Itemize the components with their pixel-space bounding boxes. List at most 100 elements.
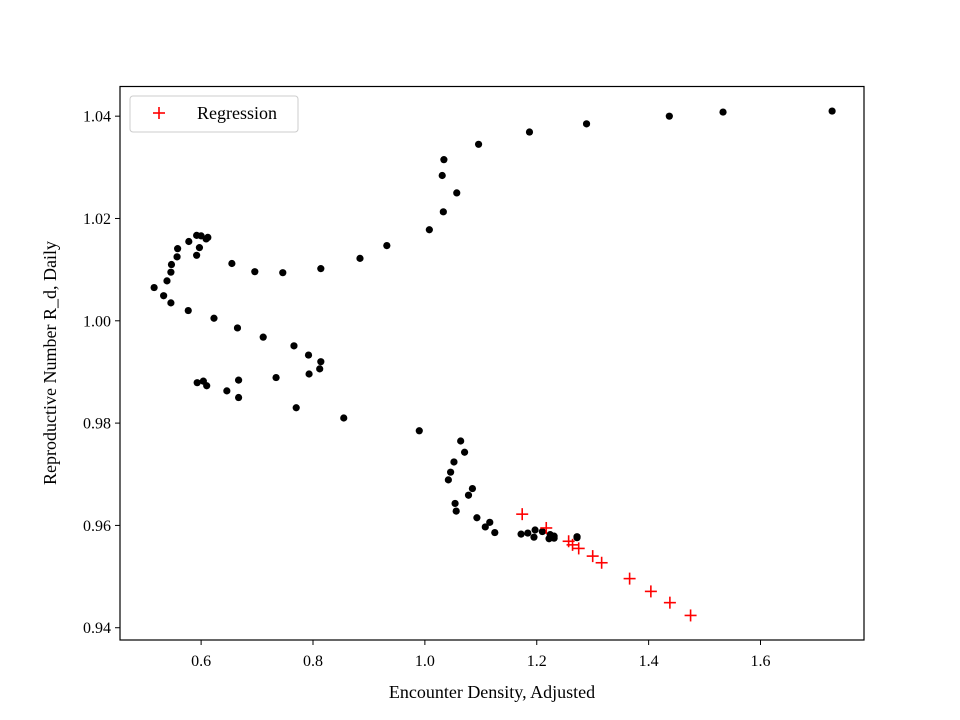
data-point (486, 518, 494, 526)
data-point (279, 269, 287, 277)
x-tick-label: 0.6 (191, 653, 211, 670)
data-point (524, 529, 532, 537)
plot-frame (119, 85, 865, 641)
x-tick-label: 1.2 (527, 653, 547, 670)
legend-marker-regression (153, 107, 165, 119)
data-point (317, 265, 325, 273)
regression-point (540, 521, 553, 534)
regression-point (566, 538, 579, 551)
data-point (290, 342, 298, 350)
data-point (228, 259, 236, 268)
y-tick-label: 0.98 (83, 416, 111, 433)
y-tick-label: 1.04 (83, 109, 111, 126)
regression-point (684, 609, 697, 622)
data-point (234, 376, 243, 384)
data-point (665, 112, 673, 120)
data-point (474, 140, 483, 148)
data-point (464, 491, 473, 499)
data-point (340, 414, 348, 422)
data-point (573, 533, 581, 541)
x-axis-label: Encounter Density, Adjusted (389, 682, 595, 702)
data-point (452, 507, 460, 515)
data-point (460, 448, 469, 456)
data-point (719, 108, 727, 116)
legend: Regression (129, 95, 299, 133)
x-tick-label: 0.8 (303, 653, 323, 670)
data-point (481, 523, 489, 531)
data-point (425, 226, 433, 234)
data-point (447, 468, 455, 476)
x-tick-label: 1.6 (751, 653, 771, 670)
data-point (450, 458, 458, 466)
data-point (438, 171, 446, 180)
data-point (203, 382, 211, 390)
legend-plus-marker (153, 107, 165, 119)
data-point (251, 268, 259, 276)
data-point (193, 231, 201, 239)
data-point (167, 299, 175, 307)
regression-point (663, 596, 676, 609)
regression-point (516, 508, 529, 521)
data-point (305, 370, 313, 378)
data-point (356, 254, 364, 262)
y-axis-label: Reproductive Number R_d, Daily (40, 241, 60, 485)
data-point (828, 107, 836, 115)
data-point (317, 358, 325, 366)
data-point (163, 277, 171, 285)
data-point (440, 156, 448, 164)
data-point (550, 534, 558, 542)
data-point (167, 260, 176, 269)
data-point (530, 533, 538, 541)
data-point (160, 292, 168, 300)
data-point (167, 268, 175, 276)
data-point (383, 241, 391, 250)
legend-box (129, 95, 299, 133)
data-point (491, 528, 499, 537)
data-point (259, 333, 267, 341)
data-point (184, 306, 192, 315)
data-point (233, 324, 242, 332)
y-tick-label: 0.96 (83, 518, 111, 535)
data-point (453, 189, 461, 197)
legend-label-regression: Regression (197, 103, 277, 123)
regression-point (572, 542, 585, 555)
data-point (517, 530, 525, 538)
data-point (272, 373, 280, 382)
data-point (468, 484, 477, 493)
data-point (195, 244, 204, 252)
x-tick-label: 1.0 (415, 653, 435, 670)
data-point (525, 128, 534, 136)
data-point (439, 208, 447, 216)
regression-point (595, 556, 608, 569)
data-point (316, 365, 324, 373)
x-axis-ticks: 0.6 0.8 1.0 1.2 1.4 1.6 (191, 640, 771, 670)
y-tick-label: 1.00 (83, 313, 111, 330)
data-point (457, 437, 465, 445)
regression-point (623, 572, 636, 585)
data-point (292, 404, 300, 412)
data-point (223, 387, 231, 395)
y-tick-label: 0.94 (83, 620, 111, 637)
data-point (193, 251, 201, 259)
data-point (185, 237, 193, 246)
data-point (234, 393, 243, 402)
plot-marks (150, 107, 836, 622)
data-point (444, 476, 452, 484)
y-axis-ticks: 0.94 0.96 0.98 1.00 1.02 1.04 (83, 109, 120, 637)
y-tick-label: 1.02 (83, 211, 111, 228)
data-point (173, 253, 181, 261)
data-point (193, 379, 201, 387)
data-point (150, 283, 158, 292)
data-point (304, 351, 313, 359)
data-point (174, 245, 182, 253)
data-point (210, 314, 218, 322)
data-point (204, 233, 212, 242)
data-point (531, 526, 539, 534)
data-point (538, 527, 546, 536)
regression-point (586, 550, 599, 563)
regression-point (644, 585, 657, 598)
data-point (473, 514, 481, 522)
data-point (415, 427, 423, 435)
data-point (582, 120, 591, 128)
